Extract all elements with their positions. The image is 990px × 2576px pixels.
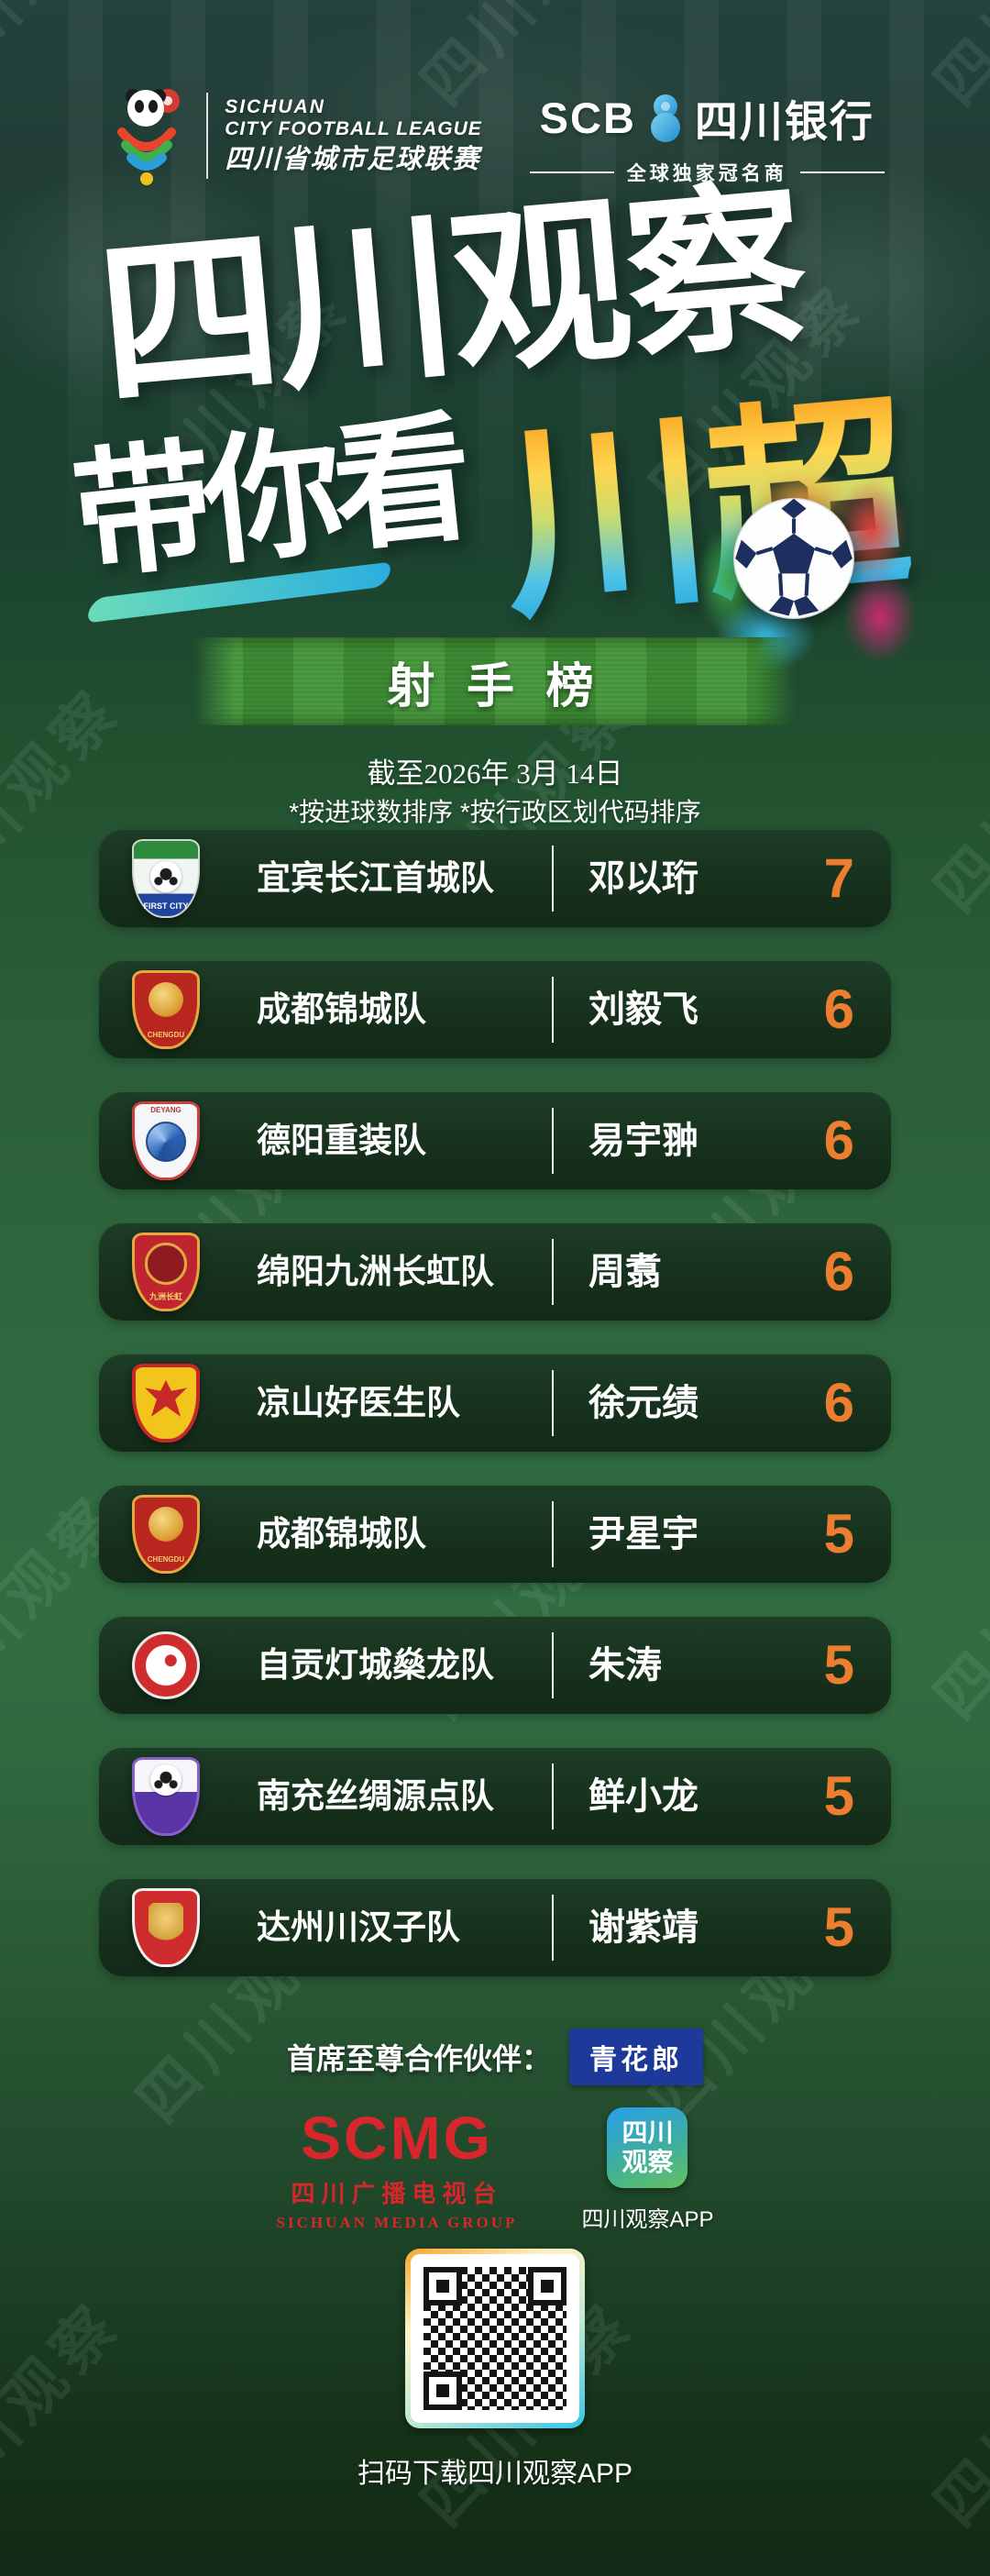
player-name: 周翥 [588, 1252, 662, 1292]
partner-line: 首席至尊合作伙伴： 青花郎 [0, 2029, 990, 2085]
app-logo-block: 四川 观察 四川观察APP [581, 2107, 713, 2233]
scmg-name-en: SICHUAN MEDIA GROUP [276, 2214, 518, 2231]
scorer-row: 凉山好医生队 徐元绩 6 [99, 1354, 891, 1452]
team-badge-liangshan [132, 1364, 200, 1443]
qr-finder-icon [424, 2371, 462, 2410]
qr-finder-icon [528, 2267, 566, 2305]
dash-line [529, 171, 614, 173]
team-badge-zigong [132, 1626, 200, 1705]
separator [552, 977, 554, 1043]
goals-count: 6 [823, 1241, 854, 1302]
team-name: 成都锦城队 [257, 990, 426, 1028]
league-name-cn: 四川省城市足球联赛 [225, 144, 481, 174]
panda-swirl-icon [117, 89, 181, 185]
qr-caption: 扫码下载四川观察APP [357, 2459, 633, 2489]
sorting-note: *按进球数排序 *按行政区划代码排序 [289, 798, 701, 826]
dash-line [799, 171, 885, 173]
scmg-logo: SCMG 四川广播电视台 SICHUAN MEDIA GROUP [277, 2107, 518, 2232]
team-name: 达州川汉子队 [257, 1908, 460, 1946]
separator [552, 1370, 554, 1436]
team-badge-nanchong [132, 1757, 200, 1836]
board-banner: 射 手 榜 [192, 637, 798, 725]
team-name: 成都锦城队 [257, 1515, 426, 1553]
league-name: SICHUAN CITY FOOTBALL LEAGUE 四川省城市足球联赛 [225, 96, 482, 176]
qr-finder-icon [424, 2267, 462, 2305]
team-name: 自贡灯城燊龙队 [257, 1646, 494, 1684]
scb-bank-icon [650, 94, 680, 142]
footer-logos: SCMG 四川广播电视台 SICHUAN MEDIA GROUP 四川 观察 四… [0, 2107, 990, 2233]
player-name: 邓以珩 [588, 858, 698, 899]
scorer-row: 达州川汉子队 谢紫靖 5 [99, 1879, 891, 1976]
scorer-row: CHENGDU 成都锦城队 尹星宇 5 [99, 1486, 891, 1583]
sichuan-guancha-app-icon: 四川 观察 [607, 2107, 688, 2188]
team-badge-chengdu: CHENGDU [132, 1495, 200, 1574]
player-name: 鲜小龙 [588, 1776, 698, 1817]
player-name: 徐元绩 [588, 1383, 698, 1423]
app-caption: 四川观察APP [581, 2207, 714, 2232]
scorer-row: 自贡灯城燊龙队 朱涛 5 [99, 1617, 891, 1714]
title-line-1: 四川观察 [91, 164, 811, 427]
as-of-date: 截至2026年 3月 14日 [367, 757, 623, 790]
separator [552, 846, 554, 912]
team-badge-dazhou [132, 1888, 200, 1967]
player-name: 朱涛 [588, 1645, 662, 1686]
scmg-name-cn: 四川广播电视台 [291, 2180, 503, 2207]
title-line-2: 带你看 [66, 400, 471, 596]
player-name: 尹星宇 [588, 1514, 698, 1554]
sponsor-tagline: 全球独家冠名商 [529, 159, 885, 186]
sponsor-logo: SCB 四川银行 全球独家冠名商 [529, 86, 885, 186]
scorer-row: CHENGDU 成都锦城队 刘毅飞 6 [99, 961, 891, 1058]
goals-count: 6 [823, 1110, 854, 1171]
team-badge-mianyang: 九洲长虹 [132, 1233, 200, 1311]
partner-brand-qinghualang: 青花郎 [569, 2029, 703, 2085]
separator [552, 1763, 554, 1830]
team-name: 德阳重装队 [257, 1122, 426, 1159]
header: SICHUAN CITY FOOTBALL LEAGUE 四川省城市足球联赛 S… [0, 84, 990, 187]
team-name: 绵阳九洲长虹队 [257, 1253, 494, 1290]
player-name: 刘毅飞 [588, 989, 698, 1030]
scorer-row: 九洲长虹 绵阳九洲长虹队 周翥 6 [99, 1223, 891, 1321]
league-name-en-2: CITY FOOTBALL LEAGUE [225, 117, 482, 139]
goals-count: 6 [823, 978, 854, 1040]
goals-count: 5 [823, 1896, 854, 1958]
scorer-row: FIRST CITY 宜宾长江首城队 邓以珩 7 [99, 830, 891, 927]
team-name: 南充丝绸源点队 [257, 1777, 494, 1815]
goals-count: 5 [823, 1765, 854, 1827]
team-badge-deyang: DEYANG [132, 1101, 200, 1180]
goals-count: 6 [823, 1372, 854, 1433]
scorer-row: 南充丝绸源点队 鲜小龙 5 [99, 1748, 891, 1845]
qr-code [424, 2267, 566, 2410]
goals-count: 5 [823, 1503, 854, 1564]
soccer-ball-icon [733, 498, 854, 619]
qr-block [405, 2249, 585, 2428]
separator [552, 1239, 554, 1305]
player-name: 谢紫靖 [588, 1907, 698, 1948]
league-logo: SICHUAN CITY FOOTBALL LEAGUE 四川省城市足球联赛 [105, 84, 482, 187]
league-name-en-1: SICHUAN [225, 95, 325, 117]
partner-label: 首席至尊合作伙伴： [286, 2042, 551, 2075]
sponsor-abbr: SCB [539, 93, 636, 142]
scorer-list: FIRST CITY 宜宾长江首城队 邓以珩 7 CHENGDU 成都锦城队 刘… [99, 830, 891, 2010]
scmg-abbr: SCMG [300, 2104, 493, 2172]
team-name: 凉山好医生队 [257, 1384, 460, 1421]
player-name: 易宇翀 [588, 1121, 698, 1161]
separator [552, 1501, 554, 1567]
board-title: 射 手 榜 [387, 659, 603, 713]
separator [552, 1895, 554, 1961]
goals-count: 7 [823, 847, 854, 909]
qr-frame [405, 2249, 585, 2428]
title-artwork: 四川观察 带你看 川超 [0, 165, 990, 672]
scorer-row: DEYANG 德阳重装队 易宇翀 6 [99, 1092, 891, 1189]
separator [552, 1632, 554, 1698]
sponsor-name: 四川银行 [694, 96, 874, 146]
team-name: 宜宾长江首城队 [257, 859, 494, 897]
divider [206, 93, 209, 179]
separator [552, 1108, 554, 1174]
team-badge-chengdu: CHENGDU [132, 970, 200, 1049]
team-badge-yibin: FIRST CITY [132, 839, 200, 918]
goals-count: 5 [823, 1634, 854, 1696]
